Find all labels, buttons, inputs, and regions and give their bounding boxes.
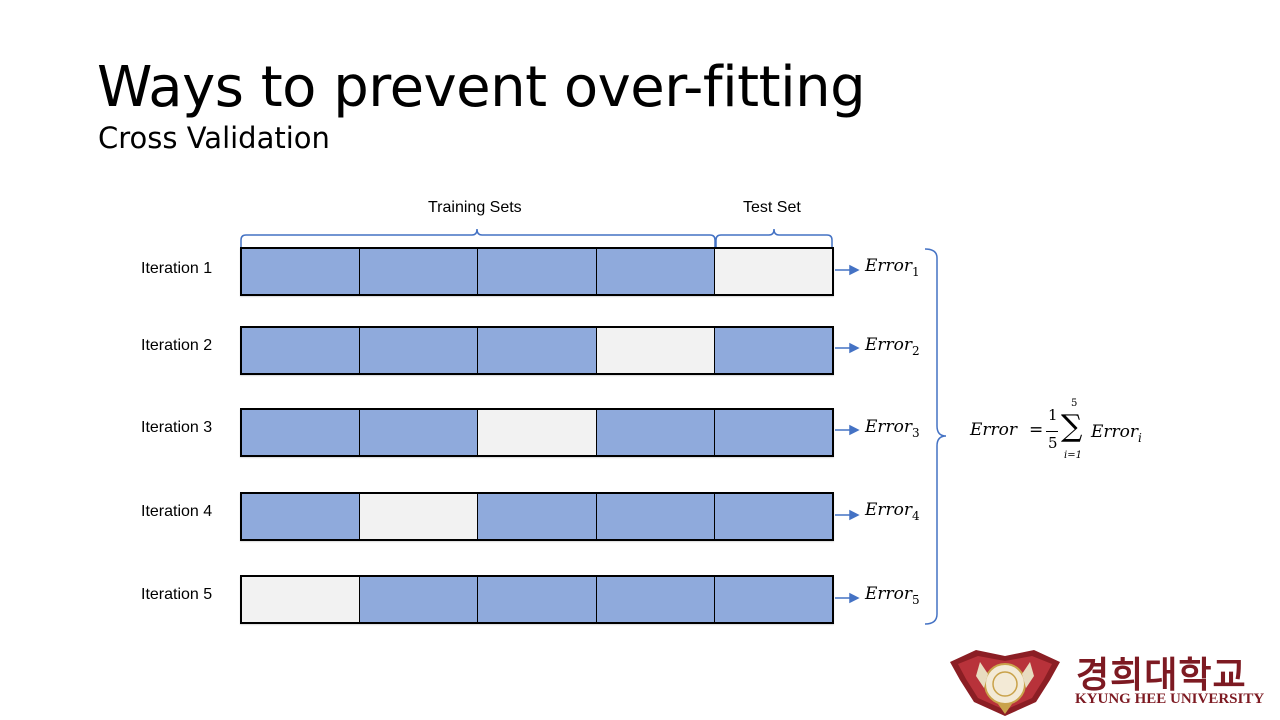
logo-english-text: KYUNG HEE UNIVERSITY [1075, 691, 1265, 707]
formula-denominator: 5 [1048, 434, 1058, 452]
training-fold [242, 328, 361, 373]
training-fold [478, 577, 597, 622]
formula-equals: = [1029, 420, 1044, 440]
training-fold [242, 410, 361, 455]
iteration-error-text: Error [865, 500, 913, 520]
test-fold [360, 494, 479, 539]
iteration-error: Error5 [865, 584, 920, 607]
average-error-formula: Error = 1 5 ∑ 5 i=1 Errori [970, 398, 1170, 464]
arrow-3 [835, 424, 860, 436]
iteration-label: Iteration 2 [141, 337, 213, 354]
formula-rhs-sub: i [1138, 431, 1142, 445]
test-set-header: Test Set [743, 199, 801, 216]
iteration-error-text: Error [865, 335, 913, 355]
iteration-error: Error1 [865, 256, 920, 279]
training-fold [714, 494, 833, 539]
arrow-4 [835, 509, 860, 521]
iteration-error: Error4 [865, 500, 920, 523]
training-fold [242, 494, 361, 539]
iteration-label: Iteration 1 [141, 260, 213, 277]
training-fold [596, 410, 715, 455]
iteration-error-sub: 4 [912, 509, 920, 523]
training-brace [240, 228, 716, 247]
iteration-error-text: Error [865, 256, 913, 276]
university-logo: 경희대학교 KYUNG HEE UNIVERSITY [946, 646, 1266, 716]
training-fold [596, 249, 715, 294]
iteration-error: Error3 [865, 417, 920, 440]
training-fold [714, 328, 833, 373]
fold-row [240, 492, 834, 541]
training-fold [714, 410, 833, 455]
error-arrows [835, 264, 860, 604]
fold-row [240, 326, 834, 375]
arrow-2 [835, 342, 860, 354]
test-fold [714, 249, 833, 294]
university-emblem-icon [950, 650, 1060, 716]
test-fold [596, 328, 715, 373]
arrow-5 [835, 592, 860, 604]
fold-row [240, 247, 834, 296]
formula-lhs: Error [970, 420, 1018, 440]
test-fold [478, 410, 597, 455]
training-fold [360, 410, 479, 455]
iteration-label: Iteration 4 [141, 503, 213, 520]
iteration-error-text: Error [865, 584, 913, 604]
iteration-error-sub: 1 [912, 265, 920, 279]
training-fold [714, 577, 833, 622]
formula-fraction-bar [1046, 431, 1058, 432]
fold-row [240, 575, 834, 624]
iteration-label: Iteration 5 [141, 586, 213, 603]
formula-rhs: Errori [1091, 422, 1142, 445]
iteration-error-text: Error [865, 417, 913, 437]
iteration-label: Iteration 3 [141, 419, 213, 436]
aggregate-brace [924, 248, 947, 625]
test-fold [242, 577, 361, 622]
training-fold [360, 577, 479, 622]
iteration-error-sub: 3 [912, 426, 920, 440]
formula-lower-limit: i=1 [1064, 450, 1082, 461]
training-fold [360, 249, 479, 294]
training-fold [242, 249, 361, 294]
training-fold [596, 494, 715, 539]
slide-subtitle: Cross Validation [98, 121, 330, 155]
training-fold [478, 249, 597, 294]
formula-numerator: 1 [1048, 406, 1058, 424]
iteration-error-sub: 5 [912, 593, 920, 607]
formula-sum-symbol: ∑ [1061, 409, 1083, 444]
slide-title: Ways to prevent over-fitting [97, 55, 866, 120]
iteration-error: Error2 [865, 335, 920, 358]
training-fold [596, 577, 715, 622]
test-brace [715, 228, 833, 247]
iteration-error-sub: 2 [912, 344, 920, 358]
training-fold [478, 328, 597, 373]
formula-rhs-text: Error [1091, 422, 1139, 442]
training-fold [478, 494, 597, 539]
training-sets-header: Training Sets [428, 199, 522, 216]
logo-korean-text: 경희대학교 [1076, 655, 1247, 696]
training-fold [360, 328, 479, 373]
arrow-1 [835, 264, 860, 276]
fold-row [240, 408, 834, 457]
formula-upper-limit: 5 [1071, 398, 1078, 409]
